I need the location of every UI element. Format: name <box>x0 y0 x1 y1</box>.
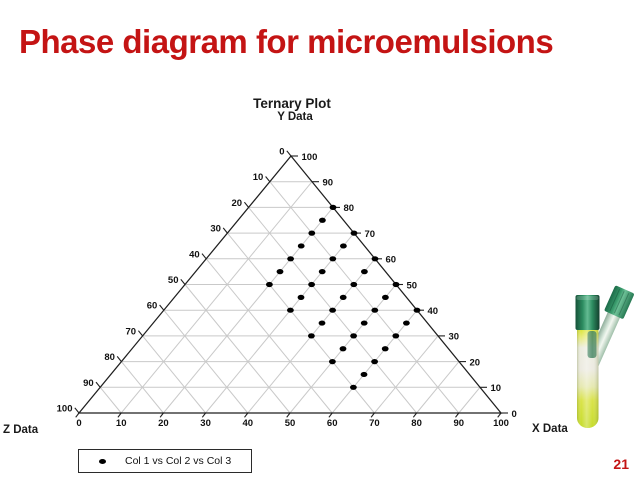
svg-text:60: 60 <box>147 301 158 312</box>
plot-title: Ternary Plot <box>253 96 331 111</box>
vertical-test-tube <box>575 295 600 428</box>
page-number: 21 <box>613 456 629 472</box>
svg-text:90: 90 <box>454 418 465 429</box>
svg-text:60: 60 <box>386 255 397 266</box>
svg-text:20: 20 <box>232 198 243 209</box>
slide-title: Phase diagram for microemulsions <box>19 23 554 60</box>
svg-text:50: 50 <box>168 275 179 286</box>
svg-text:80: 80 <box>344 203 355 214</box>
test-tube-image <box>575 285 634 428</box>
legend-marker-icon <box>99 458 106 464</box>
svg-text:100: 100 <box>493 418 509 429</box>
svg-text:40: 40 <box>428 306 439 317</box>
svg-text:60: 60 <box>327 418 338 429</box>
svg-text:30: 30 <box>210 224 221 235</box>
legend: Col 1 vs Col 2 vs Col 3 <box>78 449 252 473</box>
svg-text:80: 80 <box>411 418 422 429</box>
svg-text:20: 20 <box>470 357 481 368</box>
svg-text:0: 0 <box>512 409 517 420</box>
ternary-plot: 0102030405060708090100100908070605040302… <box>57 147 517 429</box>
svg-text:10: 10 <box>253 172 264 183</box>
svg-text:40: 40 <box>189 249 200 260</box>
legend-label: Col 1 vs Col 2 vs Col 3 <box>125 455 232 467</box>
svg-text:70: 70 <box>126 326 137 337</box>
svg-text:0: 0 <box>279 147 284 158</box>
svg-text:90: 90 <box>323 178 334 189</box>
svg-text:40: 40 <box>243 418 254 429</box>
z-axis-title: Z Data <box>3 424 39 436</box>
svg-text:10: 10 <box>116 418 127 429</box>
svg-text:100: 100 <box>302 152 318 163</box>
svg-text:50: 50 <box>285 418 296 429</box>
svg-text:70: 70 <box>369 418 380 429</box>
svg-text:90: 90 <box>83 378 94 389</box>
svg-text:100: 100 <box>57 404 73 415</box>
svg-text:80: 80 <box>104 352 115 363</box>
y-axis-title: Y Data <box>277 111 313 123</box>
svg-text:30: 30 <box>200 418 211 429</box>
svg-text:30: 30 <box>449 332 460 343</box>
svg-text:70: 70 <box>365 229 376 240</box>
x-axis-title: X Data <box>532 423 568 435</box>
svg-text:0: 0 <box>76 418 81 429</box>
svg-text:50: 50 <box>407 280 418 291</box>
svg-text:20: 20 <box>158 418 169 429</box>
svg-text:10: 10 <box>491 383 502 394</box>
